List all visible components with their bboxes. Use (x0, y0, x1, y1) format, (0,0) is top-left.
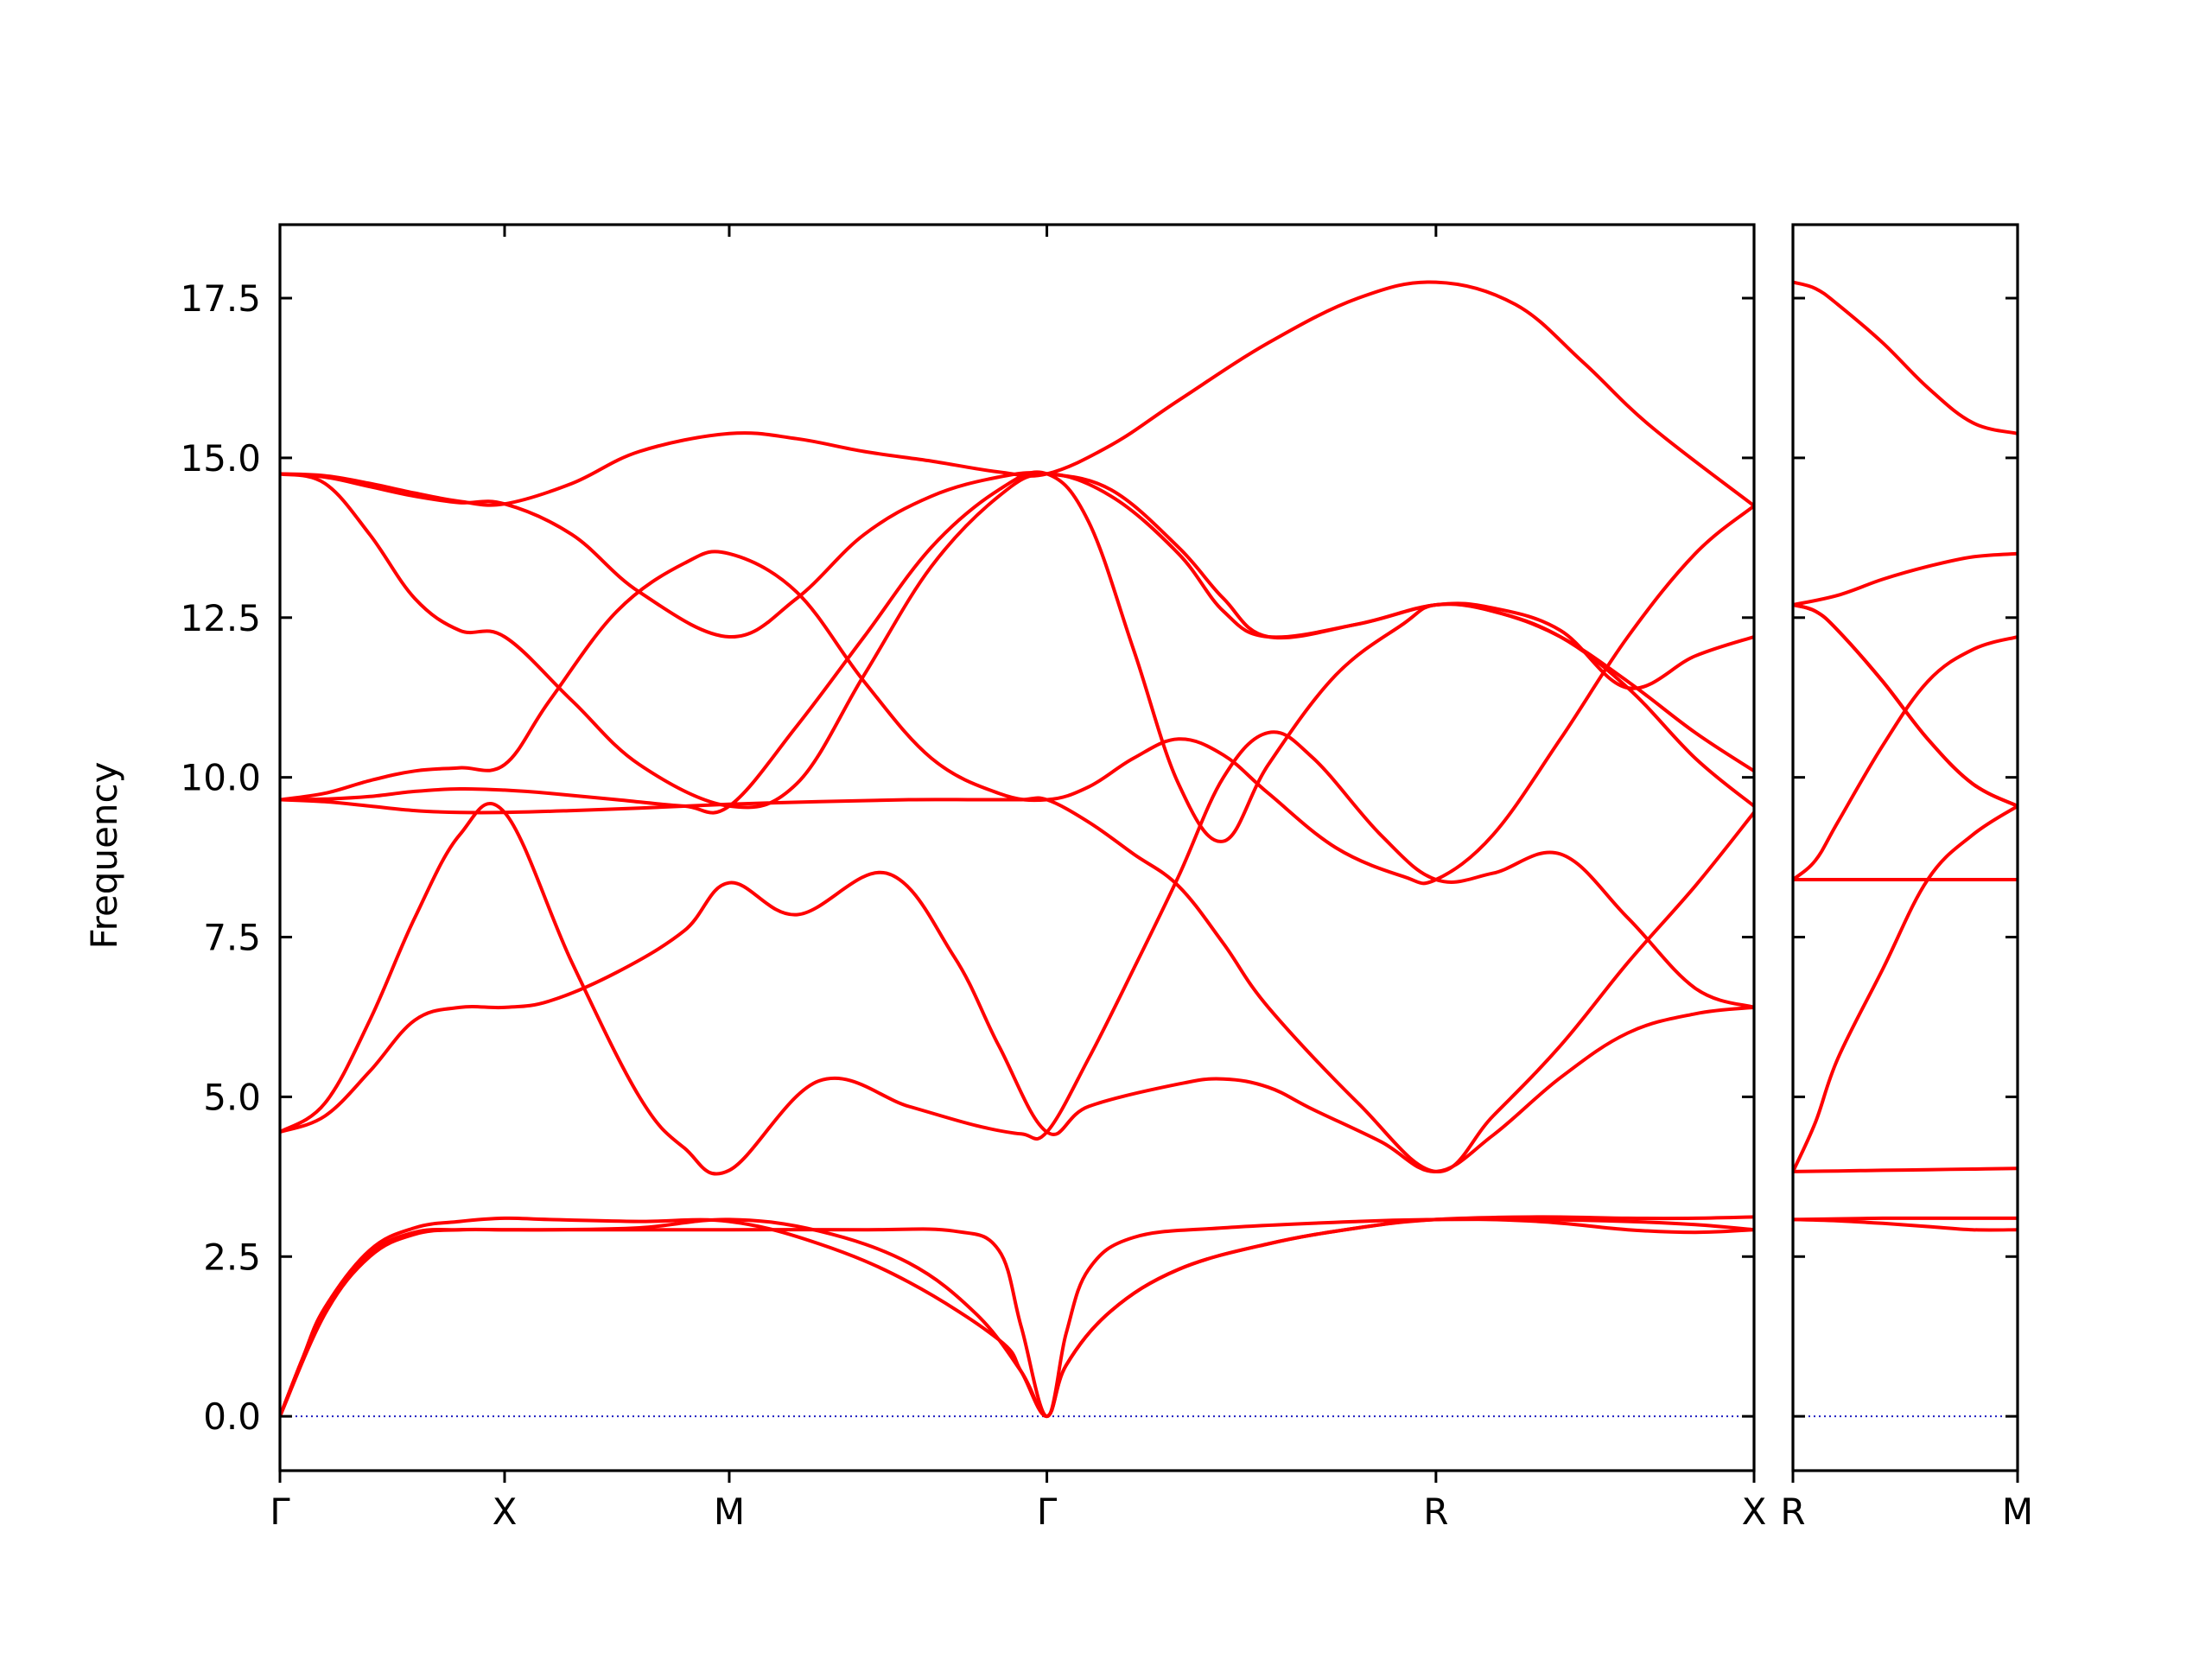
x-tick-label: Γ (1037, 1491, 1058, 1533)
y-tick-label: 12.5 (180, 597, 261, 639)
axes-frame (1791, 223, 2019, 1472)
y-tick-labels: 0.0 2.5 5.0 7.5 10.0 12.5 15.0 17.5 (180, 277, 261, 1438)
y-tick-label: 0.0 (203, 1395, 261, 1438)
y-axis-label: Frequency (83, 762, 125, 950)
x-tick-label: X (1742, 1491, 1767, 1533)
x-tick-label: X (493, 1491, 518, 1533)
band-line-7 (1793, 603, 2018, 808)
band-line-8 (280, 470, 1754, 843)
band-line-10 (280, 471, 1754, 690)
band-line-7 (280, 504, 1754, 886)
band-line-1 (280, 1217, 1754, 1419)
axes-frame (278, 223, 1756, 1472)
band-line-1 (1793, 1217, 2018, 1232)
band-line-9 (1793, 551, 2018, 607)
x-tick-label: Γ (270, 1491, 290, 1533)
band-line-3 (1793, 1166, 2018, 1173)
y-tick-label: 15.0 (180, 437, 261, 480)
x-tick-label: R (1423, 1491, 1448, 1533)
band-line-4 (280, 870, 1754, 1173)
x-tick-label: M (2002, 1491, 2033, 1533)
y-tick-label: 7.5 (203, 917, 261, 959)
y-tick-label: 17.5 (180, 277, 261, 320)
band-line-3 (280, 1215, 1754, 1419)
band-line-11 (280, 280, 1754, 508)
band-line-10 (1793, 280, 2018, 435)
band-line-9 (280, 472, 1754, 810)
y-tick-label: 5.0 (203, 1076, 261, 1118)
band-line-4 (1793, 804, 2018, 1173)
band-line-6 (1793, 635, 2018, 881)
band-line-2 (1793, 1216, 2018, 1222)
x-tick-label: R (1780, 1491, 1805, 1533)
band-line-6 (280, 796, 1754, 1173)
band-line-2 (280, 1217, 1754, 1419)
y-tick-label: 2.5 (203, 1236, 261, 1278)
y-tick-label: 10.0 (180, 757, 261, 799)
band-line-8 (1793, 603, 2018, 808)
x-tick-label: M (714, 1491, 745, 1533)
